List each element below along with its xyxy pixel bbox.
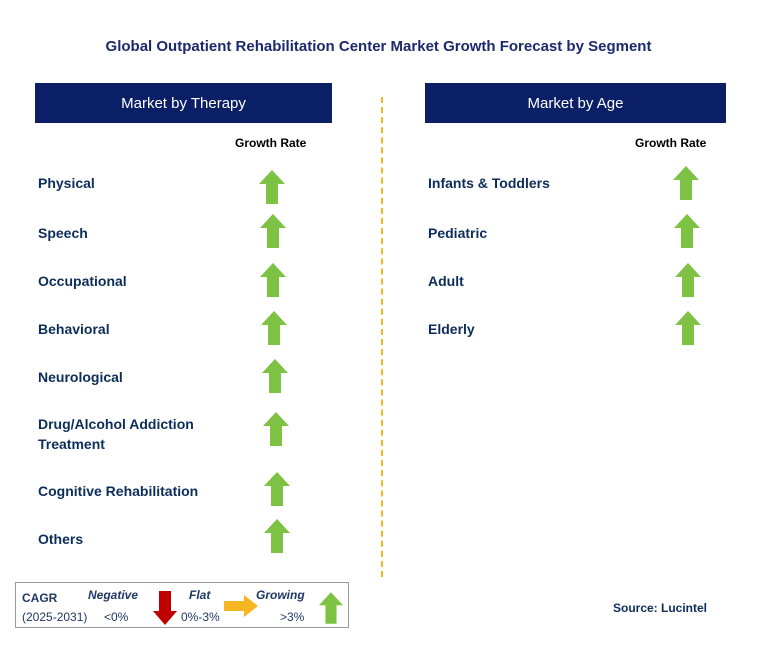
- therapy-label-speech: Speech: [38, 225, 88, 241]
- growing-arrow-icon: [675, 263, 701, 297]
- growing-arrow-icon: [259, 170, 285, 204]
- legend-cagr-label: CAGR: [22, 591, 58, 605]
- therapy-label-behavioral: Behavioral: [38, 321, 110, 337]
- growing-arrow-icon: [264, 472, 290, 506]
- negative-arrow-icon: [153, 591, 177, 625]
- growing-arrow-icon: [261, 311, 287, 345]
- therapy-label-occupational: Occupational: [38, 273, 127, 289]
- age-panel-header: Market by Age: [425, 83, 726, 123]
- panel-divider: [381, 97, 383, 577]
- therapy-panel-header: Market by Therapy: [35, 83, 332, 123]
- legend-negative-label: Negative: [88, 588, 139, 602]
- legend-growing-range: >3%: [280, 610, 305, 624]
- growing-arrow-icon: [260, 263, 286, 297]
- age-label-elderly: Elderly: [428, 321, 475, 337]
- age-label-infants-toddlers: Infants & Toddlers: [428, 175, 550, 191]
- therapy-label-others: Others: [38, 531, 84, 547]
- page-title: Global Outpatient Rehabilitation Center …: [105, 38, 652, 55]
- therapy-label-drug-alcohol-line2: Treatment: [38, 436, 105, 452]
- age-growth-rate-header: Growth Rate: [635, 136, 707, 150]
- therapy-label-drug-alcohol-line1: Drug/Alcohol Addiction: [38, 416, 194, 432]
- growing-arrow-icon: [262, 359, 288, 393]
- legend-growing-label: Growing: [256, 588, 305, 602]
- source-note: Source: Lucintel: [613, 601, 708, 615]
- growing-arrow-icon: [673, 166, 699, 200]
- growing-arrow-icon: [260, 214, 286, 248]
- age-label-adult: Adult: [428, 273, 464, 289]
- growing-arrow-icon: [675, 311, 701, 345]
- growing-arrow-icon: [674, 214, 700, 248]
- therapy-growth-rate-header: Growth Rate: [235, 136, 307, 150]
- growing-arrow-icon: [319, 592, 343, 624]
- flat-arrow-icon: [224, 595, 258, 617]
- legend-flat-range: 0%-3%: [181, 610, 220, 624]
- therapy-label-drug-alcohol: Drug/Alcohol Addiction Treatment: [38, 414, 194, 454]
- cagr-legend: CAGR (2025-2031) Negative <0% Flat 0%-3%…: [15, 582, 349, 628]
- therapy-label-cognitive: Cognitive Rehabilitation: [38, 483, 199, 499]
- growing-arrow-icon: [264, 519, 290, 553]
- legend-period: (2025-2031): [22, 610, 88, 624]
- legend-flat-label: Flat: [189, 588, 211, 602]
- therapy-label-physical: Physical: [38, 175, 95, 191]
- age-label-pediatric: Pediatric: [428, 225, 488, 241]
- growing-arrow-icon: [263, 412, 289, 446]
- legend-negative-range: <0%: [104, 610, 129, 624]
- therapy-label-neurological: Neurological: [38, 369, 123, 385]
